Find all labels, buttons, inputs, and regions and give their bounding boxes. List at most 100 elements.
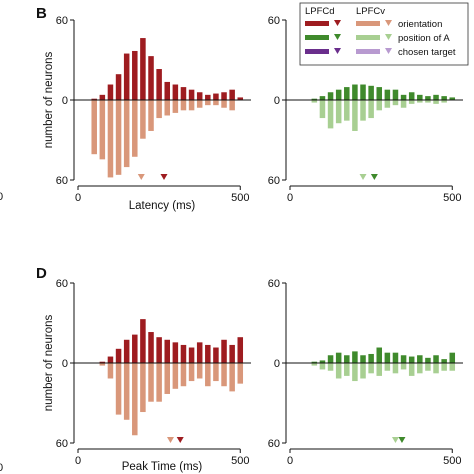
bar-top-9 xyxy=(164,81,171,100)
bar-top-11 xyxy=(180,87,187,100)
bar-bottom-6 xyxy=(140,363,146,413)
panel-d-right: 60 0 60 0 500 xyxy=(268,278,463,467)
x-tick-label: 500 xyxy=(231,192,249,204)
bar-top-6 xyxy=(140,319,146,363)
legend-marker-lpfcv-2 xyxy=(385,48,392,54)
panel-letter-b: B xyxy=(36,5,47,22)
y-tick-label: 60 xyxy=(268,278,280,290)
bar-top-5 xyxy=(132,334,138,363)
bar-top-3 xyxy=(115,348,122,363)
bar-top-4 xyxy=(123,339,130,363)
median-marker-1 xyxy=(398,437,406,443)
legend-swatch-lpfcv-1 xyxy=(356,35,380,40)
bar-top-1 xyxy=(311,98,318,100)
bar-bottom-2 xyxy=(319,363,326,370)
panel-b-left: 60 0 60 0 500 Latency (ms) number of neurons xyxy=(43,15,251,212)
legend-marker-lpfcd-0 xyxy=(334,20,341,26)
legend-swatch-lpfcd-2 xyxy=(305,49,329,54)
legend-marker-lpfcd-1 xyxy=(334,34,341,40)
bar-bottom-18 xyxy=(449,363,456,371)
bar-bottom-0 xyxy=(91,100,97,155)
legend-col-lpfcd: LPFCd xyxy=(305,6,335,17)
x-tick-label: 0 xyxy=(287,455,293,467)
bar-top-14 xyxy=(205,344,211,363)
bar-bottom-12 xyxy=(400,100,407,108)
bar-top-13 xyxy=(408,356,415,363)
bar-bottom-11 xyxy=(180,100,187,111)
bar-bottom-16 xyxy=(433,100,439,104)
bar-top-18 xyxy=(449,352,456,363)
y-axis-label: number of neurons xyxy=(43,314,55,411)
panel-letter-d: D xyxy=(36,265,47,282)
bar-bottom-15 xyxy=(213,363,219,382)
bar-top-16 xyxy=(433,94,439,100)
edge-tick-left-upper: 0 xyxy=(0,191,3,203)
x-tick-label: 500 xyxy=(443,455,461,467)
legend-marker-lpfcd-2 xyxy=(334,48,341,54)
bar-top-12 xyxy=(400,94,407,100)
bar-bottom-8 xyxy=(156,100,162,119)
bar-bottom-1 xyxy=(99,100,106,160)
y-tick-label: 60 xyxy=(56,15,68,27)
bar-bottom-14 xyxy=(417,363,423,374)
bar-bottom-5 xyxy=(344,100,350,121)
bar-top-15 xyxy=(213,347,219,363)
bar-top-8 xyxy=(368,85,374,100)
bar-top-10 xyxy=(384,89,391,100)
bar-bottom-12 xyxy=(400,363,407,370)
legend-label-1: position of A xyxy=(398,33,450,44)
bar-bottom-2 xyxy=(319,100,326,119)
bar-bottom-13 xyxy=(196,100,203,108)
x-axis-label: Peak Time (ms) xyxy=(122,461,203,473)
bar-top-7 xyxy=(148,56,154,100)
bar-top-10 xyxy=(172,84,179,100)
bar-top-4 xyxy=(123,53,130,100)
bar-top-3 xyxy=(327,92,334,100)
bar-bottom-9 xyxy=(376,363,383,376)
legend-swatch-lpfcv-2 xyxy=(356,49,380,54)
bar-bottom-5 xyxy=(344,363,350,376)
bar-top-4 xyxy=(335,89,342,100)
bar-bottom-1 xyxy=(311,100,318,103)
bar-top-17 xyxy=(441,96,447,100)
bar-bottom-3 xyxy=(327,100,334,129)
bar-top-2 xyxy=(107,356,114,363)
bar-top-14 xyxy=(205,94,211,100)
legend-col-lpfcv: LPFCv xyxy=(356,6,385,17)
median-marker-1 xyxy=(370,174,378,180)
bar-top-16 xyxy=(433,355,439,363)
bar-top-5 xyxy=(344,87,350,100)
bar-bottom-17 xyxy=(229,100,235,111)
bar-top-0 xyxy=(91,98,97,100)
bar-bottom-3 xyxy=(327,363,334,371)
legend-swatch-lpfcd-1 xyxy=(305,35,329,40)
bar-top-14 xyxy=(417,355,423,363)
bar-top-3 xyxy=(327,355,334,363)
bar-top-1 xyxy=(311,361,318,363)
bar-bottom-13 xyxy=(408,100,415,104)
x-axis-label: Latency (ms) xyxy=(129,200,196,212)
bar-bottom-4 xyxy=(335,100,342,124)
legend-marker-lpfcv-0 xyxy=(385,20,392,26)
legend-swatch-lpfcv-0 xyxy=(356,21,380,26)
bar-top-17 xyxy=(229,344,235,363)
bar-bottom-18 xyxy=(237,363,244,384)
bar-bottom-7 xyxy=(148,363,154,402)
bar-bottom-7 xyxy=(148,100,154,131)
bar-bottom-12 xyxy=(188,100,195,111)
bar-bottom-10 xyxy=(172,363,179,389)
bar-bottom-7 xyxy=(360,100,366,121)
y-tick-label: 0 xyxy=(274,358,280,370)
y-tick-label: 60 xyxy=(268,15,280,27)
bar-bottom-8 xyxy=(156,363,162,402)
bar-top-13 xyxy=(408,92,415,100)
bar-top-2 xyxy=(107,84,114,100)
bar-bottom-9 xyxy=(376,100,383,111)
bar-top-9 xyxy=(164,339,171,363)
bar-top-13 xyxy=(196,342,203,363)
bar-bottom-4 xyxy=(335,363,342,379)
bar-top-7 xyxy=(360,355,366,363)
bar-top-9 xyxy=(376,87,383,100)
y-tick-label: 0 xyxy=(62,95,68,107)
bar-bottom-11 xyxy=(392,100,399,106)
